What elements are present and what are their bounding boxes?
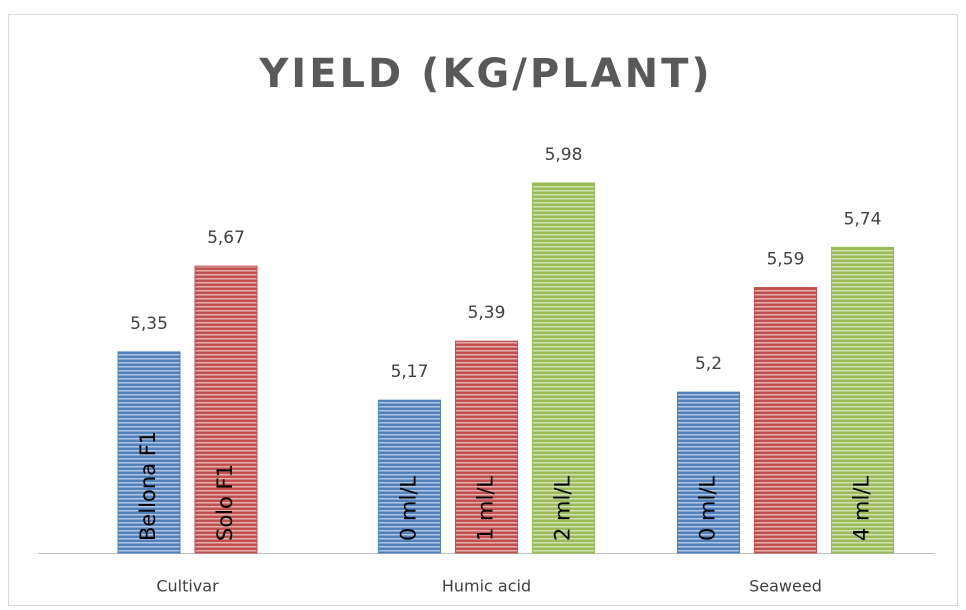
category-label: Cultivar [156, 577, 219, 596]
bar [117, 351, 181, 554]
bar-label: 0 ml/L [397, 476, 421, 541]
bar [378, 399, 441, 554]
value-label: 5,35 [130, 314, 168, 334]
category-label: Humic acid [442, 577, 531, 596]
bar [831, 246, 894, 554]
bar [532, 182, 595, 554]
bar-label: 0 ml/L [696, 476, 720, 541]
bar-label: Bellona F1 [136, 431, 160, 541]
value-label: 5,59 [767, 250, 805, 270]
bar-label: Solo F1 [213, 464, 237, 541]
value-label: 5,39 [468, 303, 506, 323]
bar-label: 2 ml/L [551, 476, 575, 541]
bar [677, 391, 740, 554]
bar-label: 4 ml/L [850, 476, 874, 541]
bar [754, 287, 817, 554]
category-label: Seaweed [749, 577, 822, 596]
value-label: 5,67 [207, 228, 245, 248]
value-label: 5,17 [391, 362, 429, 382]
bar-label: 1 ml/L [474, 476, 498, 541]
value-label: 5,74 [844, 209, 882, 229]
bar [194, 265, 258, 554]
value-label: 5,2 [695, 354, 722, 374]
bar [455, 340, 518, 554]
value-label: 5,98 [545, 145, 583, 165]
chart-title: YIELD (KG/PLANT) [258, 51, 712, 97]
